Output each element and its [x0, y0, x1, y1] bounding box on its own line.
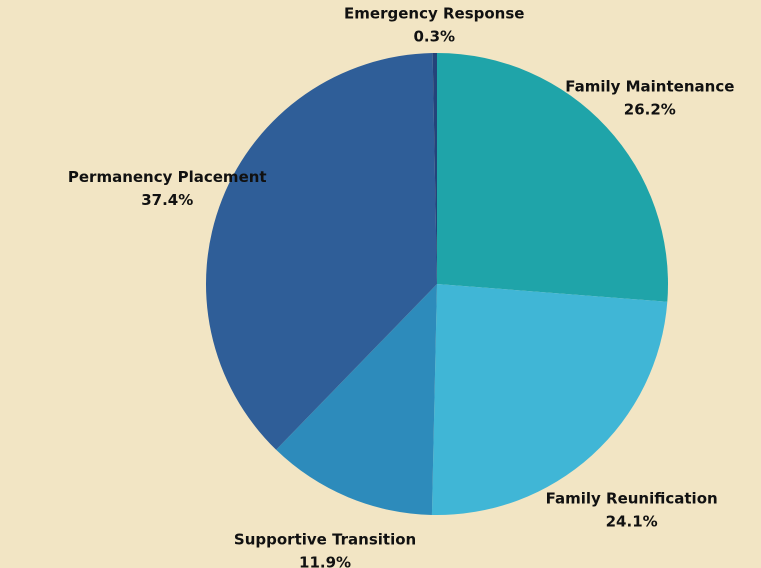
- slice-label: Permanency Placement: [68, 168, 267, 186]
- pie-slice: [437, 53, 668, 302]
- pie-slice: [431, 284, 668, 516]
- slice-value-label: 11.9%: [299, 554, 351, 568]
- pie-slice: [206, 53, 437, 450]
- pie-slice: [432, 53, 437, 284]
- slice-label: Emergency Response: [344, 5, 524, 23]
- slice-label: Supportive Transition: [234, 531, 416, 549]
- slice-label: Family Reunification: [546, 489, 718, 507]
- slice-label: Family Maintenance: [565, 77, 734, 95]
- pie-slice: [276, 284, 437, 515]
- slice-value-label: 37.4%: [141, 191, 193, 209]
- slice-value-label: 26.2%: [624, 100, 676, 118]
- slice-value-label: 24.1%: [606, 512, 658, 530]
- slice-value-label: 0.3%: [413, 28, 455, 46]
